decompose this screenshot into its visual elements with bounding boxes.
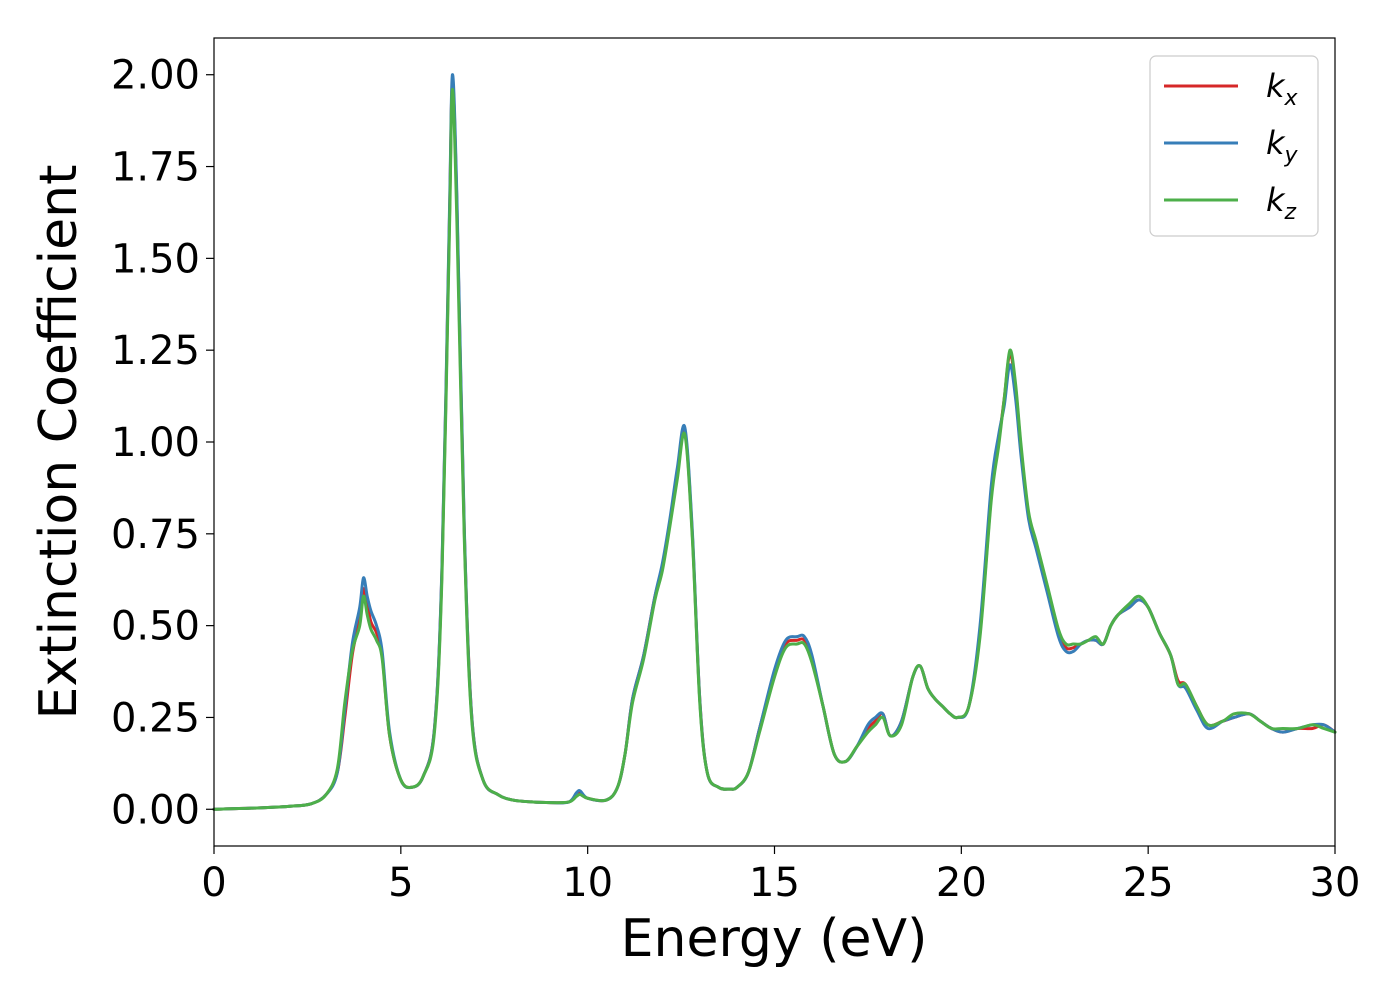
legend: kx ky kz <box>1149 55 1319 237</box>
x-tick-label: 0 <box>201 860 226 906</box>
x-axis: 0 5 10 15 20 25 30 <box>201 846 1360 906</box>
y-tick-label: 1.00 <box>111 420 200 466</box>
plot-lines <box>212 73 1337 811</box>
x-tick-label: 25 <box>1123 860 1174 906</box>
x-tick-label: 10 <box>562 860 613 906</box>
y-tick-label: 1.50 <box>111 236 200 282</box>
x-tick-label: 5 <box>388 860 413 906</box>
y-tick-label: 1.75 <box>111 145 200 191</box>
legend-box <box>1149 55 1319 237</box>
y-tick-label: 0.00 <box>111 787 200 833</box>
x-axis-label: Energy (eV) <box>621 909 928 969</box>
x-tick-label: 15 <box>749 860 800 906</box>
y-tick-label: 0.50 <box>111 604 200 650</box>
legend-label-k-x: kx <box>1266 67 1299 111</box>
y-tick-label: 0.25 <box>111 695 200 741</box>
legend-label-k-y: ky <box>1266 124 1299 168</box>
series-line-k-z <box>212 87 1337 811</box>
y-tick-label: 0.75 <box>111 512 200 558</box>
x-tick-label: 20 <box>936 860 987 906</box>
y-axis: 0.00 0.25 0.50 0.75 1.00 1.25 1.50 1.75 2.00 <box>111 53 214 833</box>
y-axis-label: Extinction Coefficient <box>29 165 89 720</box>
y-tick-label: 1.25 <box>111 328 200 374</box>
legend-label-k-z: kz <box>1266 181 1297 225</box>
y-tick-label: 2.00 <box>111 53 200 99</box>
x-tick-label: 30 <box>1310 860 1361 906</box>
